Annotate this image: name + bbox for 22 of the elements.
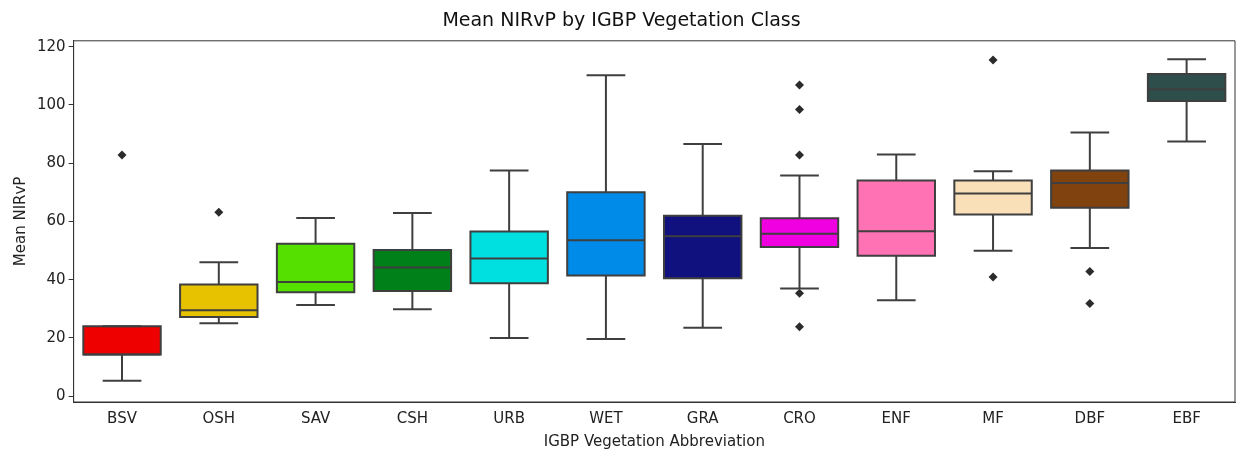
- x-tick-label: DBF: [1074, 408, 1106, 427]
- x-tick-label: CRO: [783, 408, 816, 427]
- y-tick-label: 60: [46, 211, 66, 230]
- x-tick-label: EBF: [1172, 408, 1201, 427]
- x-tick-label: WET: [589, 408, 624, 427]
- y-tick-label: 40: [46, 269, 66, 288]
- y-axis-title: Mean NIRvP: [10, 176, 29, 267]
- y-tick-label: 100: [36, 94, 66, 113]
- x-tick-label: BSV: [107, 408, 138, 427]
- y-tick-label: 0: [56, 386, 66, 405]
- x-axis-title: IGBP Vegetation Abbreviation: [543, 431, 765, 450]
- x-tick-label: CSH: [396, 408, 428, 427]
- x-tick-label: MF: [982, 408, 1004, 427]
- x-tick-label: OSH: [202, 408, 236, 427]
- x-tick-label: ENF: [881, 408, 911, 427]
- x-tick-label: GRA: [686, 408, 720, 427]
- x-tick-label: URB: [493, 408, 525, 427]
- y-tick-label: 80: [46, 153, 66, 172]
- x-tick-label: SAV: [300, 408, 331, 427]
- y-tick-label: 120: [36, 36, 66, 55]
- y-tick-label: 20: [46, 327, 66, 346]
- chart-title: Mean NIRvP by IGBP Vegetation Class: [442, 8, 801, 31]
